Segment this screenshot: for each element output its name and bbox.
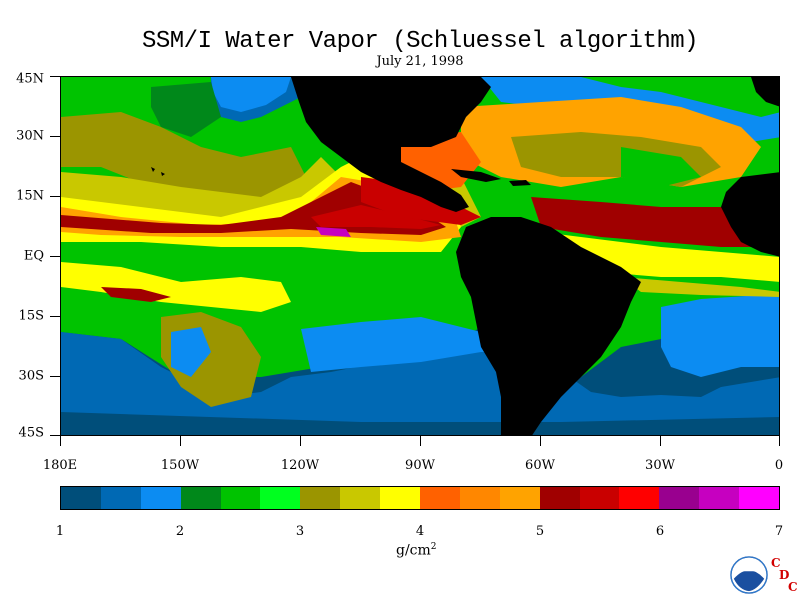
- units-exponent: 2: [430, 542, 437, 552]
- logo-letter-d: D: [779, 568, 790, 582]
- lat-label-15n: 15N: [16, 188, 44, 204]
- north-atlantic-green: [621, 147, 701, 187]
- colorbar-segment: [539, 487, 580, 509]
- units-text: g/cm: [396, 542, 431, 559]
- logo-letter-c2: C: [788, 580, 798, 594]
- colorbar-segment: [380, 487, 421, 509]
- colorbar-segment: [459, 487, 500, 509]
- europe-land: [751, 77, 779, 107]
- lon-label-60w: 60W: [525, 458, 555, 473]
- south-pacific-blue: [171, 327, 211, 377]
- lat-label-30s: 30S: [18, 368, 44, 384]
- atlantic-itcz-red: [531, 197, 779, 247]
- caribbean-red: [361, 177, 481, 225]
- africa-land: [721, 172, 779, 257]
- lon-label-30w: 30W: [645, 458, 675, 473]
- north-pacific-lightblue: [211, 77, 291, 112]
- lat-label-30n: 30N: [16, 128, 44, 144]
- map-canvas: [61, 77, 779, 435]
- colorbar-segment: [699, 487, 740, 509]
- north-pacific-darkgreen: [151, 82, 221, 137]
- lat-label-15s: 15S: [18, 308, 44, 324]
- colorbar-segment: [300, 487, 341, 509]
- lon-tick: [180, 436, 181, 446]
- lat-label-eq: EQ: [23, 248, 44, 264]
- water-vapor-map: [60, 76, 780, 436]
- colorbar-segment: [619, 487, 660, 509]
- colorbar-units: g/cm2: [396, 542, 437, 559]
- colorbar-tick-label: 4: [415, 524, 425, 539]
- lon-tick: [60, 436, 61, 446]
- logo-letter-c1: C: [771, 556, 781, 570]
- colorbar-segment: [61, 487, 101, 509]
- noaa-logo: [730, 556, 768, 594]
- lat-tick: [50, 256, 60, 257]
- lat-tick: [50, 76, 60, 77]
- colorbar-segment: [220, 487, 261, 509]
- atlantic-yellow-lower: [621, 277, 779, 297]
- colorbar-tick-label: 1: [55, 524, 65, 539]
- colorbar-tick-label: 6: [655, 524, 665, 539]
- colorbar-segment: [579, 487, 620, 509]
- south-atlantic-light: [681, 367, 779, 387]
- itcz-magenta: [316, 227, 351, 237]
- map-title: SSM/I Water Vapor (Schluessel algorithm): [141, 28, 699, 55]
- lon-label-0: 0: [774, 458, 784, 473]
- lon-tick: [540, 436, 541, 446]
- colorbar-segment: [739, 487, 780, 509]
- colorbar-tick-label: 7: [774, 524, 784, 539]
- north-pacific-olive: [61, 112, 311, 207]
- lon-tick: [779, 436, 780, 446]
- lon-label-90w: 90W: [405, 458, 435, 473]
- map-date: July 21, 1998: [376, 54, 464, 69]
- lon-label-150w: 150W: [160, 458, 200, 473]
- lat-label-45s: 45S: [18, 425, 44, 441]
- lon-tick: [660, 436, 661, 446]
- lon-label-180e: 180E: [42, 458, 78, 473]
- colorbar-segment: [420, 487, 460, 509]
- south-pacific-yellow: [61, 262, 291, 312]
- colorbar-segment: [140, 487, 181, 509]
- lat-tick: [50, 435, 60, 436]
- north-america-land: [291, 77, 491, 212]
- colorbar-segment: [499, 487, 540, 509]
- south-ocean-light: [301, 317, 531, 372]
- cuba-land: [451, 169, 501, 182]
- lat-tick: [50, 196, 60, 197]
- hispaniola-land: [509, 180, 531, 186]
- south-america-land: [456, 217, 641, 435]
- lat-tick: [50, 316, 60, 317]
- colorbar-segment: [260, 487, 301, 509]
- hawaii-islands: [151, 167, 165, 176]
- lat-tick: [50, 376, 60, 377]
- south-pacific-red: [101, 287, 171, 302]
- lon-tick: [420, 436, 421, 446]
- colorbar-segment: [180, 487, 221, 509]
- colorbar-tick-label: 3: [295, 524, 305, 539]
- lat-label-45n: 45N: [16, 71, 44, 87]
- colorbar-segment: [659, 487, 700, 509]
- colorbar-segment: [340, 487, 381, 509]
- lon-label-120w: 120W: [280, 458, 320, 473]
- colorbar-segment: [100, 487, 141, 509]
- colorbar: [60, 486, 780, 510]
- colorbar-tick-label: 2: [175, 524, 185, 539]
- lat-tick: [50, 136, 60, 137]
- lon-tick: [300, 436, 301, 446]
- south-atlantic-blue: [661, 295, 779, 377]
- colorbar-tick-label: 5: [535, 524, 545, 539]
- itcz-deep-red: [311, 205, 441, 229]
